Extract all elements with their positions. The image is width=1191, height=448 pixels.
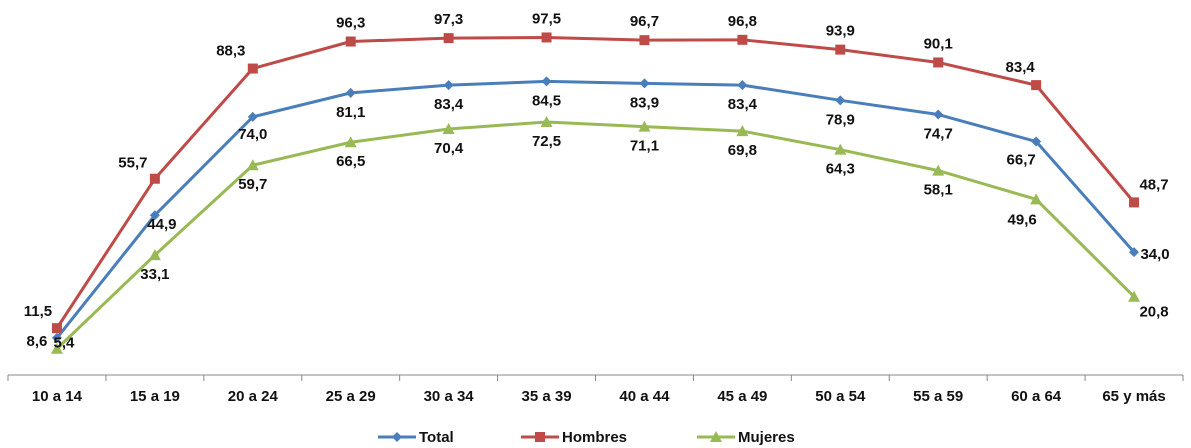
data-point-hombres	[248, 64, 258, 74]
legend-label-mujeres: Mujeres	[738, 429, 795, 446]
data-label-total: 83,4	[728, 96, 758, 113]
data-label-mujeres: 58,1	[924, 182, 953, 199]
data-label-total: 83,4	[434, 96, 464, 113]
data-label-hombres: 96,3	[336, 15, 365, 32]
data-label-hombres: 96,8	[728, 13, 757, 30]
data-label-total: 81,1	[336, 104, 365, 121]
x-tick-label: 25 a 29	[326, 388, 376, 405]
data-point-hombres	[542, 32, 552, 42]
data-point-hombres	[933, 57, 943, 67]
data-label-mujeres: 66,5	[336, 153, 365, 170]
data-label-hombres: 90,1	[924, 35, 953, 52]
data-point-total	[639, 78, 649, 88]
x-tick-label: 20 a 24	[228, 388, 279, 405]
data-label-hombres: 55,7	[118, 155, 147, 172]
data-label-mujeres: 64,3	[826, 161, 855, 178]
data-label-mujeres: 49,6	[1008, 211, 1037, 228]
x-tick-label: 65 y más	[1102, 388, 1165, 405]
series-lines	[51, 32, 1140, 353]
data-point-hombres	[52, 323, 62, 333]
data-point-total	[737, 80, 747, 90]
data-point-hombres	[1129, 197, 1139, 207]
data-label-total: 83,9	[630, 94, 659, 111]
series-line-total	[57, 81, 1134, 338]
data-label-hombres: 93,9	[826, 23, 855, 40]
data-label-mujeres: 20,8	[1139, 304, 1168, 321]
legend-label-hombres: Hombres	[562, 429, 627, 446]
x-tick-label: 40 a 44	[619, 388, 670, 405]
legend-label-total: Total	[419, 429, 454, 446]
x-tick-label: 50 a 54	[815, 388, 866, 405]
data-point-total	[542, 76, 552, 86]
data-label-total: 74,0	[238, 126, 267, 143]
data-label-total: 44,9	[147, 216, 176, 233]
data-label-total: 74,7	[924, 126, 953, 143]
data-label-hombres: 88,3	[216, 43, 245, 60]
data-point-hombres	[444, 33, 454, 43]
x-tick-label: 45 a 49	[717, 388, 767, 405]
data-point-hombres	[835, 45, 845, 55]
data-label-mujeres: 69,8	[728, 142, 757, 159]
data-label-hombres: 48,7	[1139, 176, 1168, 193]
data-point-hombres	[346, 37, 356, 47]
data-label-total: 84,5	[532, 92, 561, 109]
data-labels: 8,6 44,9 74,0 81,1 83,4 84,5 83,9 83,4 78,9 74,7 6…	[24, 10, 1170, 351]
x-tick-label: 60 a 64	[1011, 388, 1062, 405]
data-point-hombres	[639, 35, 649, 45]
data-label-hombres: 97,5	[532, 10, 561, 27]
data-label-mujeres: 59,7	[238, 176, 267, 193]
data-label-mujeres: 72,5	[532, 133, 561, 150]
x-tick-label: 35 a 39	[522, 388, 572, 405]
data-point-total	[444, 80, 454, 90]
data-label-hombres: 96,7	[630, 13, 659, 30]
series-line-mujeres	[57, 122, 1134, 349]
data-point-total	[933, 110, 943, 120]
data-label-mujeres: 33,1	[140, 266, 169, 283]
legend-marker-total	[392, 432, 402, 442]
legend-marker-hombres	[535, 432, 545, 442]
data-label-total: 78,9	[826, 111, 855, 128]
data-label-total: 66,7	[1007, 152, 1036, 169]
data-label-mujeres: 71,1	[630, 138, 659, 155]
data-point-hombres	[1031, 80, 1041, 90]
data-label-total: 8,6	[27, 333, 48, 350]
data-label-mujeres: 70,4	[434, 140, 464, 157]
data-point-total	[835, 95, 845, 105]
x-tick-label: 15 a 19	[130, 388, 180, 405]
x-axis: 10 a 14 15 a 19 20 a 24 25 a 29 30 a 34 35 a …	[8, 375, 1183, 405]
data-point-hombres	[150, 174, 160, 184]
data-label-hombres: 97,3	[434, 11, 463, 28]
data-point-total	[346, 88, 356, 98]
x-tick-label: 10 a 14	[32, 388, 83, 405]
x-tick-label: 55 a 59	[913, 388, 963, 405]
data-label-mujeres: 5,4	[54, 335, 76, 352]
x-tick-label: 30 a 34	[424, 388, 475, 405]
data-point-hombres	[737, 35, 747, 45]
data-label-total: 34,0	[1140, 246, 1169, 263]
data-label-hombres: 11,5	[24, 303, 52, 320]
data-label-hombres: 83,4	[1006, 59, 1036, 76]
legend: Total Hombres Mujeres	[378, 429, 795, 446]
